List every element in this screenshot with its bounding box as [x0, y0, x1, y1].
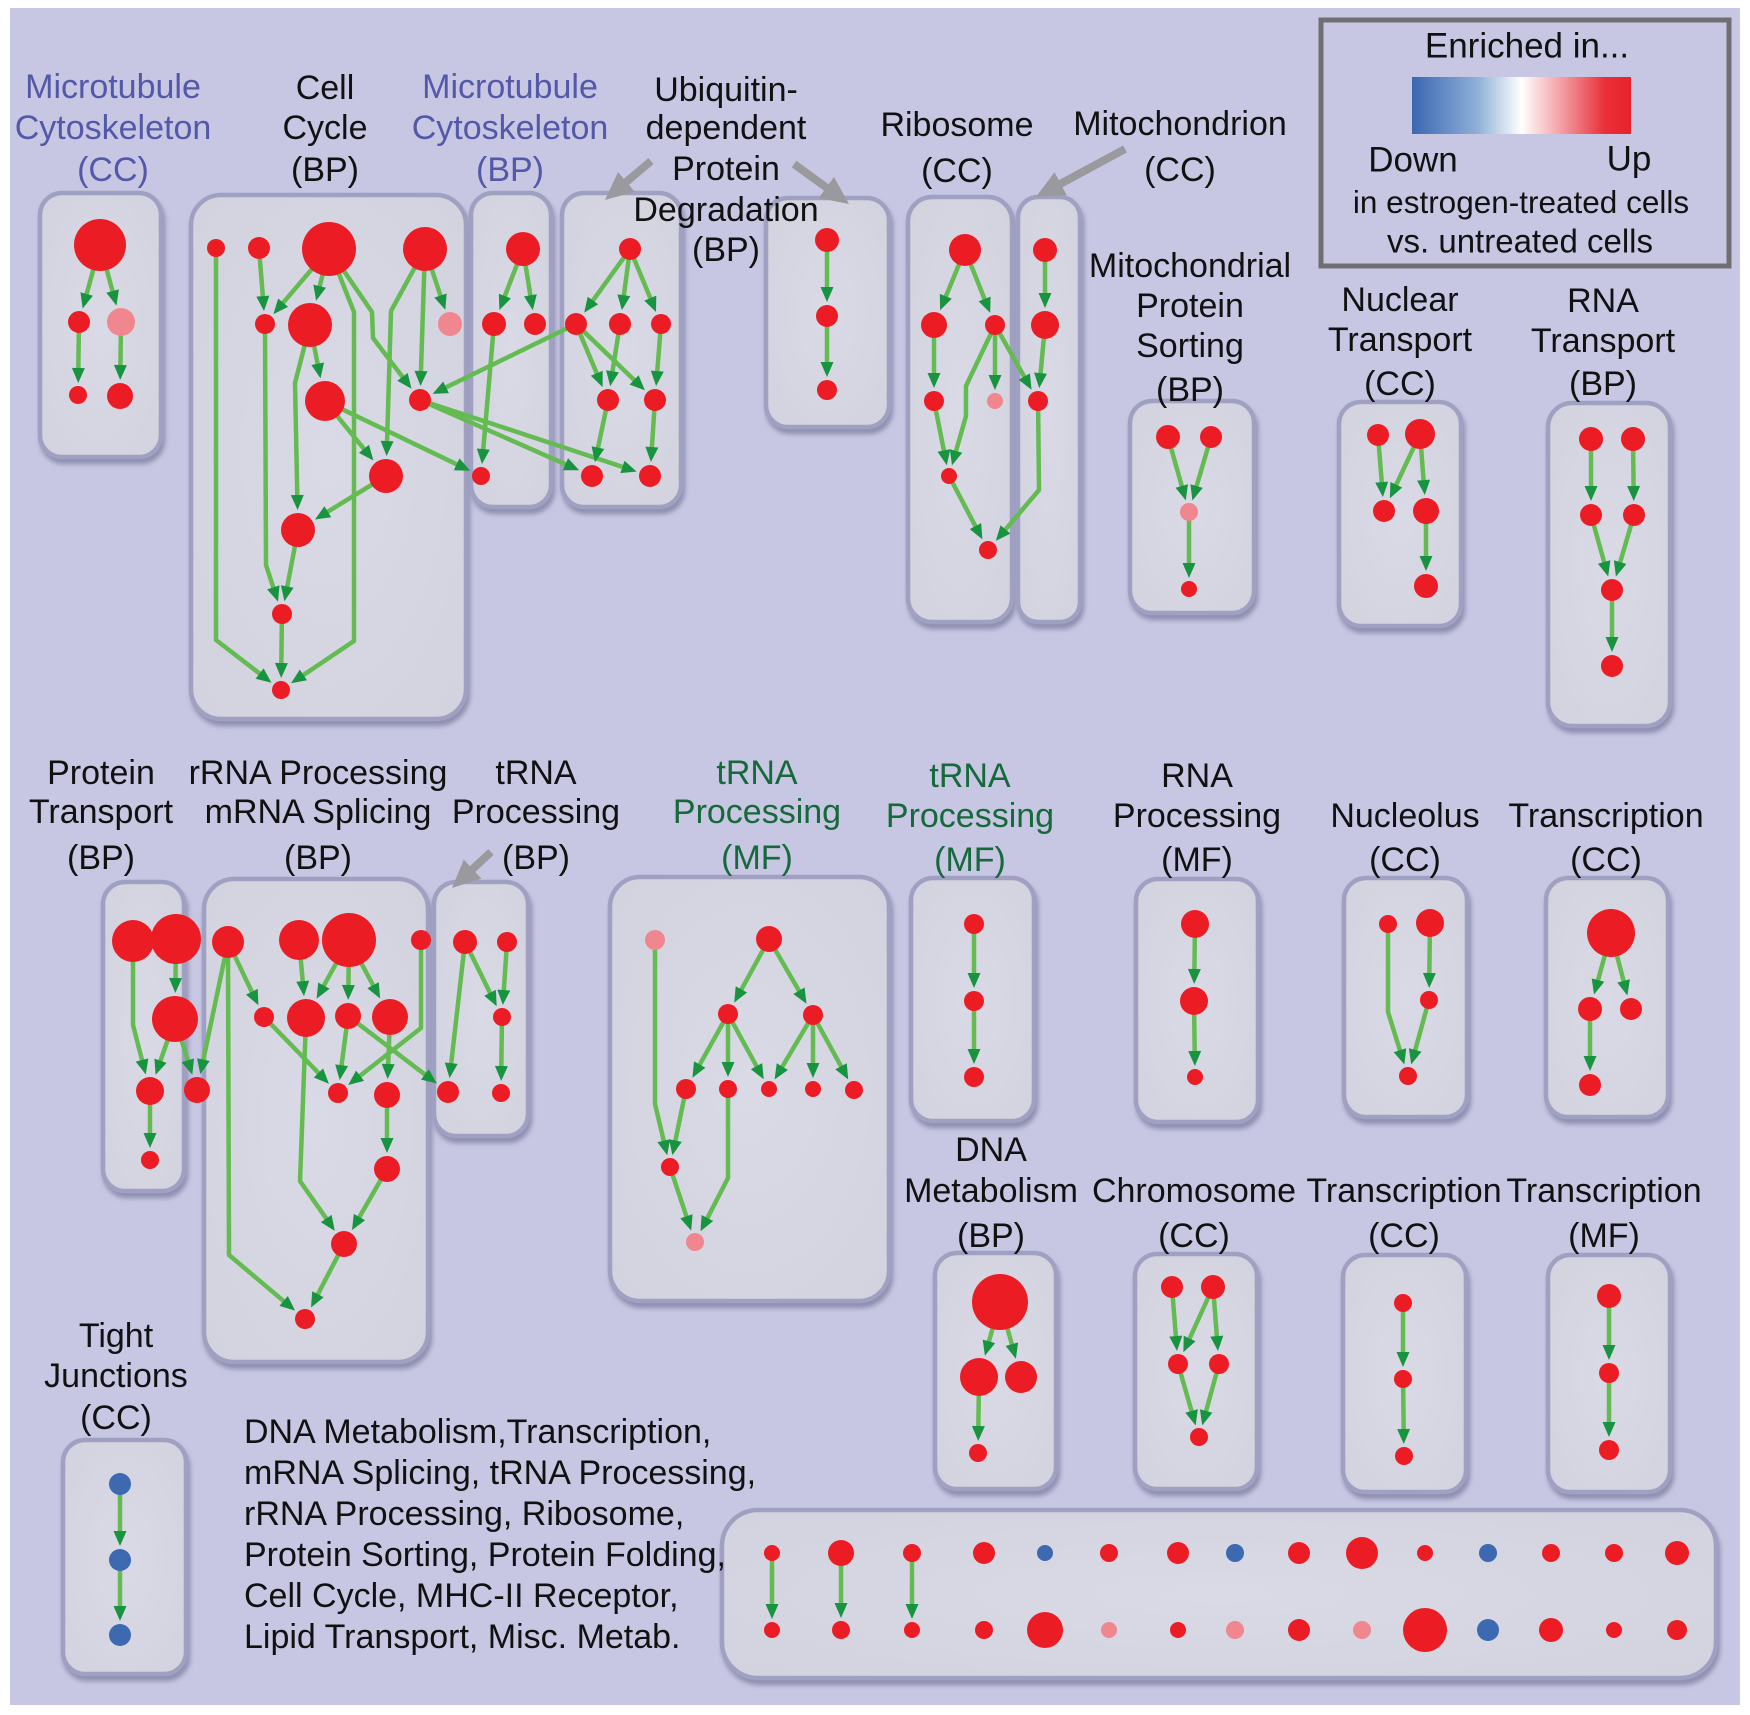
- svg-text:Cytoskeleton: Cytoskeleton: [15, 109, 212, 147]
- svg-text:RNA: RNA: [1161, 757, 1233, 795]
- svg-text:Transport: Transport: [29, 793, 174, 831]
- svg-text:DNA Metabolism,Transcription,: DNA Metabolism,Transcription,: [244, 1413, 711, 1451]
- svg-text:Junctions: Junctions: [44, 1357, 188, 1395]
- svg-text:(CC): (CC): [1369, 841, 1441, 879]
- svg-text:tRNA: tRNA: [495, 754, 577, 792]
- svg-text:(CC): (CC): [1570, 841, 1642, 879]
- svg-text:mRNA Splicing: mRNA Splicing: [205, 793, 432, 831]
- svg-text:Metabolism: Metabolism: [904, 1172, 1078, 1210]
- svg-text:Cell: Cell: [296, 69, 355, 107]
- svg-text:Nuclear: Nuclear: [1341, 281, 1458, 319]
- svg-text:(BP): (BP): [1156, 371, 1224, 409]
- svg-text:Up: Up: [1607, 140, 1652, 179]
- svg-text:Processing: Processing: [886, 797, 1054, 835]
- svg-text:vs. untreated cells: vs. untreated cells: [1387, 223, 1653, 260]
- svg-text:(BP): (BP): [1569, 365, 1637, 403]
- svg-text:Transport: Transport: [1328, 321, 1473, 359]
- svg-text:tRNA: tRNA: [716, 754, 798, 792]
- svg-text:Transcription: Transcription: [1506, 1172, 1701, 1210]
- svg-text:(MF): (MF): [1161, 841, 1233, 879]
- svg-text:(CC): (CC): [921, 152, 993, 190]
- svg-text:(CC): (CC): [77, 151, 149, 189]
- svg-text:(CC): (CC): [1368, 1217, 1440, 1255]
- svg-text:(MF): (MF): [721, 839, 793, 877]
- svg-text:rRNA Processing: rRNA Processing: [189, 754, 448, 792]
- svg-text:Enriched in...: Enriched in...: [1425, 27, 1629, 66]
- svg-text:(MF): (MF): [934, 841, 1006, 879]
- svg-text:(BP): (BP): [284, 839, 352, 877]
- svg-text:Tight: Tight: [79, 1317, 154, 1355]
- svg-text:Nucleolus: Nucleolus: [1330, 797, 1479, 835]
- svg-text:RNA: RNA: [1567, 282, 1639, 320]
- svg-text:tRNA: tRNA: [929, 757, 1011, 795]
- svg-text:(BP): (BP): [957, 1217, 1025, 1255]
- svg-text:Degradation: Degradation: [633, 191, 818, 229]
- svg-text:(BP): (BP): [291, 151, 359, 189]
- svg-text:Processing: Processing: [452, 793, 620, 831]
- svg-text:Sorting: Sorting: [1136, 327, 1244, 365]
- svg-text:Transport: Transport: [1531, 322, 1676, 360]
- svg-text:rRNA Processing, Ribosome,: rRNA Processing, Ribosome,: [244, 1495, 684, 1533]
- svg-text:(CC): (CC): [1144, 151, 1216, 189]
- svg-text:Ubiquitin-: Ubiquitin-: [654, 71, 798, 109]
- svg-text:Protein: Protein: [47, 754, 155, 792]
- svg-text:Processing: Processing: [1113, 797, 1281, 835]
- svg-text:(CC): (CC): [1158, 1217, 1230, 1255]
- svg-text:Protein: Protein: [1136, 287, 1244, 325]
- svg-text:Chromosome: Chromosome: [1092, 1172, 1296, 1210]
- svg-text:Microtubule: Microtubule: [422, 68, 598, 106]
- svg-text:(BP): (BP): [502, 839, 570, 877]
- svg-text:mRNA Splicing, tRNA Processing: mRNA Splicing, tRNA Processing,: [244, 1454, 756, 1492]
- svg-text:(CC): (CC): [80, 1399, 152, 1437]
- svg-text:Cytoskeleton: Cytoskeleton: [412, 109, 609, 147]
- svg-text:Ribosome: Ribosome: [880, 106, 1033, 144]
- svg-text:Protein Sorting, Protein Foldi: Protein Sorting, Protein Folding,: [244, 1536, 726, 1574]
- svg-text:dependent: dependent: [646, 109, 807, 147]
- svg-text:Down: Down: [1368, 141, 1457, 180]
- svg-text:(MF): (MF): [1568, 1217, 1640, 1255]
- svg-text:in estrogen-treated cells: in estrogen-treated cells: [1353, 184, 1689, 220]
- svg-text:Lipid Transport, Misc. Metab.: Lipid Transport, Misc. Metab.: [244, 1618, 681, 1656]
- svg-text:Cycle: Cycle: [282, 109, 367, 147]
- svg-text:(BP): (BP): [476, 151, 544, 189]
- svg-text:(BP): (BP): [692, 231, 760, 269]
- svg-text:Cell Cycle, MHC-II Receptor,: Cell Cycle, MHC-II Receptor,: [244, 1577, 679, 1615]
- svg-text:Transcription: Transcription: [1508, 797, 1703, 835]
- svg-text:DNA: DNA: [955, 1131, 1027, 1169]
- svg-text:Mitochondrial: Mitochondrial: [1089, 247, 1291, 285]
- svg-text:Transcription: Transcription: [1306, 1172, 1501, 1210]
- svg-text:Mitochondrion: Mitochondrion: [1073, 105, 1287, 143]
- svg-text:Processing: Processing: [673, 793, 841, 831]
- svg-text:Microtubule: Microtubule: [25, 68, 201, 106]
- svg-text:(CC): (CC): [1364, 365, 1436, 403]
- svg-text:Protein: Protein: [672, 150, 780, 188]
- svg-text:(BP): (BP): [67, 839, 135, 877]
